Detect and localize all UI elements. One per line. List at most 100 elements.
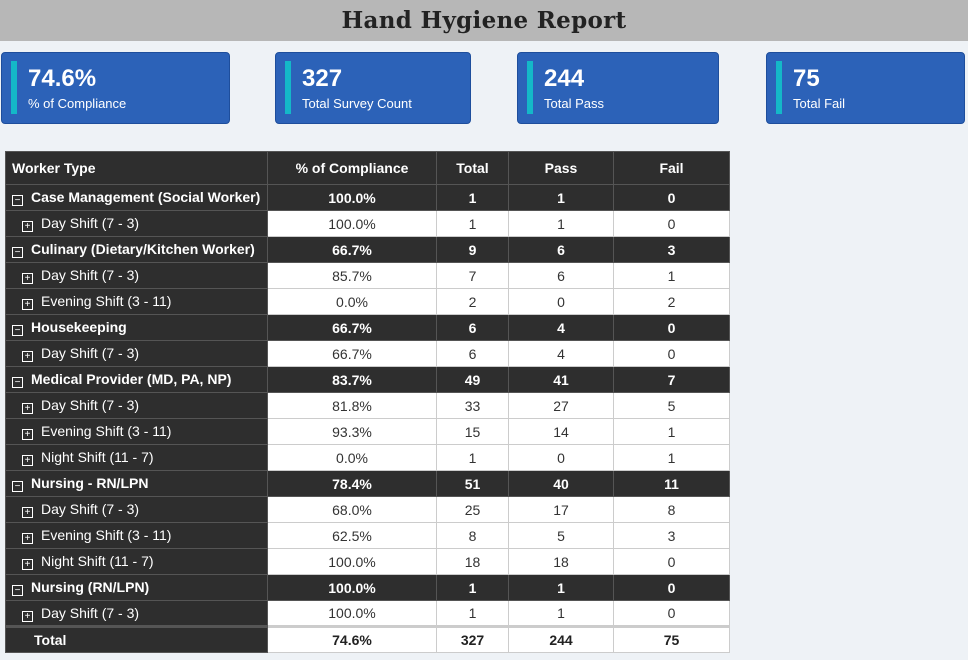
collapse-icon[interactable]: − [12,247,23,258]
shift-name-cell[interactable]: + Evening Shift (3 - 11) [5,418,268,445]
total-cell: 6 [436,314,509,341]
table-row[interactable]: + Day Shift (7 - 3) 100.0% 1 1 0 [5,210,730,237]
shift-name-cell[interactable]: + Night Shift (11 - 7) [5,444,268,471]
shift-name-cell[interactable]: + Day Shift (7 - 3) [5,392,268,419]
col-header-pass[interactable]: Pass [508,151,614,185]
shift-name: Evening Shift (3 - 11) [41,293,172,309]
table-group-row[interactable]: − Housekeeping 66.7% 6 4 0 [5,314,730,341]
table-group-row[interactable]: − Case Management (Social Worker) 100.0% … [5,184,730,211]
collapse-icon[interactable]: − [12,585,23,596]
expand-icon[interactable]: + [22,533,33,544]
fail-cell: 1 [613,418,730,445]
table-row[interactable]: + Night Shift (11 - 7) 100.0% 18 18 0 [5,548,730,575]
expand-icon[interactable]: + [22,403,33,414]
table-group-row[interactable]: − Nursing - RN/LPN 78.4% 51 40 11 [5,470,730,497]
shift-name-cell[interactable]: + Day Shift (7 - 3) [5,210,268,237]
shift-name: Night Shift (11 - 7) [41,449,154,465]
collapse-icon[interactable]: − [12,481,23,492]
group-name-cell[interactable]: − Case Management (Social Worker) [5,184,268,211]
compliance-cell: 66.7% [267,314,437,341]
total-cell: 25 [436,496,509,523]
compliance-cell: 100.0% [267,184,437,211]
shift-name-cell[interactable]: + Evening Shift (3 - 11) [5,288,268,315]
pass-cell: 6 [508,262,614,289]
shift-name-cell[interactable]: + Evening Shift (3 - 11) [5,522,268,549]
expand-icon[interactable]: + [22,455,33,466]
table-row[interactable]: + Evening Shift (3 - 11) 93.3% 15 14 1 [5,418,730,445]
fail-cell: 1 [613,262,730,289]
total-cell: 7 [436,262,509,289]
table-row[interactable]: + Day Shift (7 - 3) 85.7% 7 6 1 [5,262,730,289]
pass-cell: 4 [508,314,614,341]
compliance-cell: 81.8% [267,392,437,419]
table-group-row[interactable]: − Culinary (Dietary/Kitchen Worker) 66.7%… [5,236,730,263]
expand-icon[interactable]: + [22,221,33,232]
kpi-card-total-pass[interactable]: 244 Total Pass [517,52,719,124]
table-row[interactable]: + Evening Shift (3 - 11) 62.5% 8 5 3 [5,522,730,549]
fail-cell: 11 [613,470,730,497]
table-header-row: Worker Type % of Compliance Total Pass F… [5,151,730,185]
kpi-value: 244 [544,65,585,92]
col-header-compliance[interactable]: % of Compliance [267,151,437,185]
shift-name-cell[interactable]: + Day Shift (7 - 3) [5,262,268,289]
expand-icon[interactable]: + [22,559,33,570]
collapse-icon[interactable]: − [12,377,23,388]
col-header-worker-type[interactable]: Worker Type [5,151,268,185]
collapse-icon[interactable]: − [12,325,23,336]
shift-name-cell[interactable]: + Day Shift (7 - 3) [5,340,268,367]
group-name-cell[interactable]: − Nursing - RN/LPN [5,470,268,497]
shift-name-cell[interactable]: + Day Shift (7 - 3) [5,496,268,523]
group-name-cell[interactable]: − Nursing (RN/LPN) [5,574,268,601]
total-label: Total [5,625,268,653]
page-title: Hand Hygiene Report [341,7,627,34]
shift-name: Evening Shift (3 - 11) [41,527,172,543]
total-cell: 1 [436,444,509,471]
shift-name: Day Shift (7 - 3) [41,397,140,413]
group-name-cell[interactable]: − Housekeeping [5,314,268,341]
fail-cell: 0 [613,210,730,237]
table-group-row[interactable]: − Medical Provider (MD, PA, NP) 83.7% 49 … [5,366,730,393]
pass-cell: 40 [508,470,614,497]
group-name: Culinary (Dietary/Kitchen Worker) [31,241,255,257]
group-name-cell[interactable]: − Medical Provider (MD, PA, NP) [5,366,268,393]
kpi-card-survey-count[interactable]: 327 Total Survey Count [275,52,471,124]
shift-name: Day Shift (7 - 3) [41,267,140,283]
total-cell: 8 [436,522,509,549]
shift-name: Day Shift (7 - 3) [41,345,140,361]
collapse-icon[interactable]: − [12,195,23,206]
shift-name-cell[interactable]: + Night Shift (11 - 7) [5,548,268,575]
table-row[interactable]: + Day Shift (7 - 3) 68.0% 25 17 8 [5,496,730,523]
table-row[interactable]: + Day Shift (7 - 3) 81.8% 33 27 5 [5,392,730,419]
total-cell: 6 [436,340,509,367]
kpi-card-total-fail[interactable]: 75 Total Fail [766,52,965,124]
expand-icon[interactable]: + [22,299,33,310]
table-row[interactable]: + Night Shift (11 - 7) 0.0% 1 0 1 [5,444,730,471]
compliance-cell: 66.7% [267,340,437,367]
pass-cell: 41 [508,366,614,393]
shift-name: Day Shift (7 - 3) [41,604,140,621]
compliance-cell: 93.3% [267,418,437,445]
compliance-cell: 0.0% [267,444,437,471]
fail-cell: 0 [613,600,730,627]
group-name-cell[interactable]: − Culinary (Dietary/Kitchen Worker) [5,236,268,263]
expand-icon[interactable]: + [22,507,33,518]
total-cell: 1 [436,574,509,601]
table-group-row[interactable]: − Nursing (RN/LPN) 100.0% 1 1 0 [5,574,730,601]
total-cell: 1 [436,184,509,211]
pass-cell: 244 [508,625,614,653]
pass-cell: 18 [508,548,614,575]
expand-icon[interactable]: + [22,429,33,440]
fail-cell: 1 [613,444,730,471]
group-name: Medical Provider (MD, PA, NP) [31,371,232,387]
kpi-card-compliance[interactable]: 74.6% % of Compliance [1,52,230,124]
expand-icon[interactable]: + [22,273,33,284]
shift-name-cell[interactable]: + Day Shift (7 - 3) [5,600,268,627]
col-header-fail[interactable]: Fail [613,151,730,185]
expand-icon[interactable]: + [22,610,33,622]
col-header-total[interactable]: Total [436,151,509,185]
group-name: Housekeeping [31,319,127,335]
expand-icon[interactable]: + [22,351,33,362]
table-row[interactable]: + Day Shift (7 - 3) 100.0% 1 1 0 [5,600,730,627]
table-row[interactable]: + Day Shift (7 - 3) 66.7% 6 4 0 [5,340,730,367]
table-row[interactable]: + Evening Shift (3 - 11) 0.0% 2 0 2 [5,288,730,315]
